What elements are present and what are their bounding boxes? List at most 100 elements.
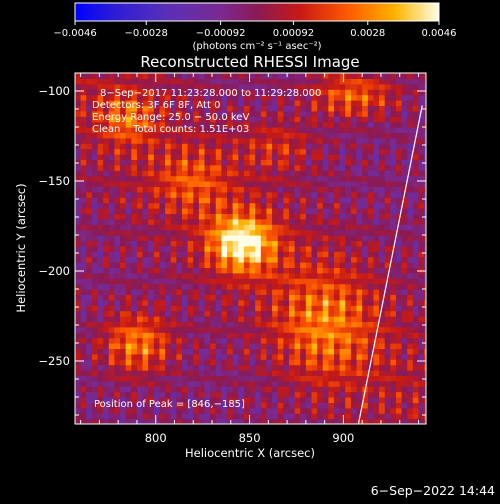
heatmap-cell <box>232 326 239 333</box>
heatmap-cell <box>215 418 223 424</box>
heatmap-cell <box>395 294 403 301</box>
heatmap-cell <box>91 159 99 166</box>
heatmap-cell <box>311 229 318 236</box>
heatmap-cell <box>165 83 172 90</box>
heatmap-cell <box>204 283 211 290</box>
heatmap-cell <box>288 143 296 150</box>
heatmap-cell <box>80 386 87 393</box>
heatmap-cell <box>120 116 127 123</box>
heatmap-cell <box>80 326 87 333</box>
heatmap-cell <box>255 181 262 187</box>
heatmap-cell <box>418 391 425 398</box>
heatmap-cell <box>401 316 408 322</box>
heatmap-cell <box>412 316 420 322</box>
heatmap-cell <box>328 262 335 268</box>
heatmap-cell <box>305 164 313 171</box>
heatmap-cell <box>97 407 104 414</box>
heatmap-cell <box>401 289 408 295</box>
heatmap-cell <box>260 224 268 231</box>
heatmap-cell <box>395 262 403 268</box>
heatmap-cell <box>277 148 284 155</box>
heatmap-cell <box>266 224 273 231</box>
heatmap-cell <box>198 100 206 106</box>
heatmap-cell <box>103 316 110 322</box>
heatmap-cell <box>317 208 324 214</box>
heatmap-cell <box>260 359 268 366</box>
heatmap-cell <box>424 83 426 90</box>
heatmap-cell <box>120 418 127 424</box>
heatmap-cell <box>97 208 104 214</box>
heatmap-cell <box>283 159 290 166</box>
heatmap-cell <box>384 164 391 171</box>
heatmap-cell <box>367 310 375 317</box>
heatmap-cell <box>131 89 138 96</box>
heatmap-cell <box>243 186 251 193</box>
colorbar-unit-label: (photons cm⁻² s⁻¹ asec⁻²) <box>192 41 321 52</box>
heatmap-cell <box>328 110 335 117</box>
heatmap-cell <box>114 197 121 204</box>
heatmap-cell <box>165 310 172 317</box>
heatmap-cell <box>125 137 132 144</box>
heatmap-cell <box>198 418 206 424</box>
heatmap-cell <box>176 208 183 214</box>
heatmap-cell <box>187 159 194 166</box>
heatmap-cell <box>153 197 161 204</box>
heatmap-cell <box>356 229 363 236</box>
heatmap-cell <box>339 262 346 268</box>
heatmap-cell <box>277 245 284 252</box>
heatmap-cell <box>339 235 346 241</box>
heatmap-cell <box>418 353 425 360</box>
heatmap-cell <box>148 407 155 414</box>
heatmap-cell <box>418 164 425 171</box>
heatmap-cell <box>362 343 369 349</box>
heatmap-cell <box>198 83 206 90</box>
heatmap-cell <box>210 418 217 424</box>
heatmap-cell <box>221 191 228 198</box>
heatmap-cell <box>238 191 245 198</box>
heatmap-cell <box>367 208 375 214</box>
heatmap-cell <box>424 154 426 160</box>
heatmap-cell <box>288 164 296 171</box>
heatmap-cell <box>283 202 290 209</box>
heatmap-cell <box>232 127 239 133</box>
heatmap-cell <box>232 321 239 328</box>
heatmap-cell <box>204 413 211 420</box>
heatmap-cell <box>424 380 426 387</box>
heatmap-cell <box>125 143 132 150</box>
heatmap-cell <box>356 197 363 204</box>
heatmap-cell <box>390 397 397 403</box>
heatmap-cell <box>136 197 144 204</box>
heatmap-cell <box>227 332 234 339</box>
heatmap-cell <box>198 202 206 209</box>
heatmap-cell <box>350 186 358 193</box>
heatmap-cell <box>198 143 206 150</box>
heatmap-cell <box>294 353 301 360</box>
heatmap-cell <box>334 240 341 247</box>
heatmap-cell <box>322 364 329 371</box>
heatmap-cell <box>215 316 223 322</box>
heatmap-cell <box>227 132 234 139</box>
heatmap-cell <box>395 337 403 344</box>
heatmap-cell <box>221 375 228 382</box>
heatmap-cell <box>334 267 341 274</box>
heatmap-cell <box>379 278 386 285</box>
heatmap-cell <box>232 208 239 214</box>
heatmap-cell <box>131 240 138 247</box>
heatmap-cell <box>227 148 234 155</box>
heatmap-cell <box>221 245 228 252</box>
heatmap-cell <box>356 272 363 279</box>
heatmap-cell <box>125 148 132 155</box>
heatmap-cell <box>401 402 408 409</box>
heatmap-cell <box>373 197 380 204</box>
heatmap-cell <box>159 267 166 274</box>
heatmap-cell <box>91 191 99 198</box>
heatmap-cell <box>227 100 234 106</box>
heatmap-cell <box>153 148 161 155</box>
heatmap-cell <box>317 386 324 393</box>
heatmap-cell <box>407 299 414 306</box>
heatmap-cell <box>159 164 166 171</box>
heatmap-cell <box>401 213 408 220</box>
heatmap-cell <box>114 370 121 376</box>
heatmap-cell <box>407 397 414 403</box>
heatmap-cell <box>131 359 138 366</box>
